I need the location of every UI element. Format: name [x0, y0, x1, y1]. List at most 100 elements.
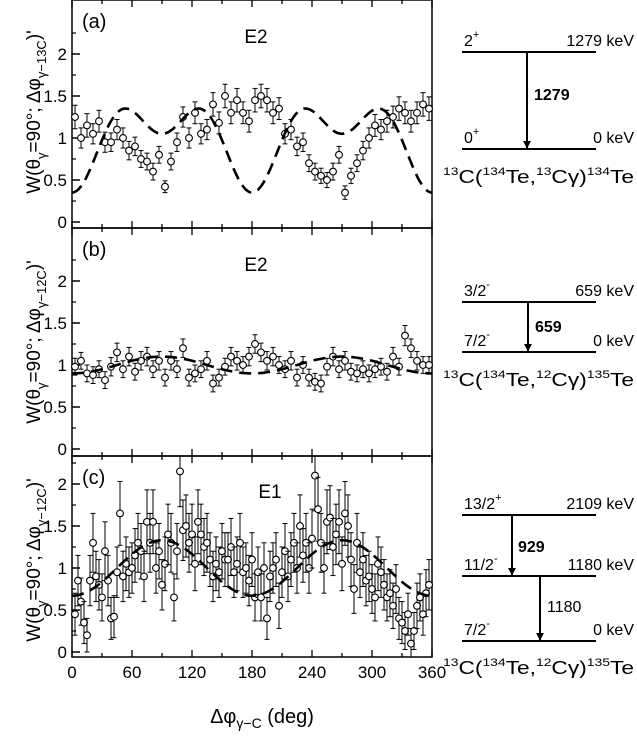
- data-point: [89, 512, 97, 573]
- data-point: [212, 536, 220, 592]
- data-marker: [275, 104, 283, 113]
- data-marker: [113, 125, 121, 134]
- data-marker: [410, 627, 418, 635]
- data-marker: [227, 352, 235, 361]
- data-point: [83, 364, 91, 383]
- data-point: [398, 601, 406, 645]
- level-scheme-a: 2+ 1279 keV 1279 0+ 0 keV 13 C(134 Te, 13 Cγ…: [443, 29, 634, 187]
- data-marker: [197, 365, 205, 374]
- data-marker: [92, 572, 100, 581]
- data-point: [131, 136, 139, 157]
- data-marker: [110, 612, 118, 621]
- data-point: [314, 476, 322, 542]
- data-marker: [272, 555, 280, 564]
- data-point: [239, 546, 247, 598]
- data-point: [320, 542, 328, 594]
- data-point: [248, 532, 256, 587]
- data-marker: [263, 96, 271, 105]
- data-point: [107, 132, 115, 152]
- data-point: [203, 512, 211, 573]
- data-marker: [320, 564, 328, 572]
- data-point: [326, 485, 334, 551]
- data-marker: [425, 361, 433, 369]
- data-point: [413, 351, 421, 371]
- level-a-upper-energy: 1279 keV: [566, 33, 634, 50]
- data-marker: [389, 113, 397, 121]
- x-tick-label: 240: [298, 663, 326, 682]
- data-marker: [389, 352, 397, 361]
- y-tick-label: 1.5: [43, 314, 67, 333]
- panel-c-label: (c): [82, 467, 105, 489]
- data-marker: [269, 564, 277, 572]
- data-point: [233, 87, 241, 113]
- data-marker: [185, 538, 193, 547]
- data-marker: [257, 92, 265, 100]
- data-marker: [263, 356, 271, 365]
- data-point: [254, 546, 262, 598]
- data-point: [89, 123, 97, 145]
- data-marker: [407, 117, 415, 126]
- data-point: [308, 508, 316, 569]
- data-marker: [359, 555, 367, 564]
- data-marker: [419, 100, 427, 109]
- level-scheme-b: 3/2- 659 keV 659 7/2- 0 keV 13 C(134 Te, 12…: [443, 279, 634, 390]
- data-marker: [287, 125, 295, 134]
- data-marker: [125, 146, 133, 155]
- data-marker: [149, 167, 157, 176]
- data-marker: [161, 373, 169, 382]
- data-marker: [119, 134, 127, 142]
- data-point: [317, 374, 325, 393]
- data-marker: [107, 138, 115, 147]
- data-point: [245, 346, 253, 367]
- data-point: [311, 162, 319, 181]
- data-marker: [71, 362, 79, 371]
- data-point: [155, 351, 163, 371]
- data-point: [113, 342, 121, 363]
- data-point: [290, 512, 298, 573]
- data-marker: [227, 108, 235, 117]
- data-marker: [263, 614, 271, 623]
- data-marker: [167, 157, 175, 166]
- data-marker: [269, 352, 277, 361]
- data-point: [113, 119, 121, 141]
- data-marker: [359, 365, 367, 374]
- data-point: [209, 374, 217, 393]
- data-marker: [224, 555, 232, 564]
- data-marker: [230, 568, 238, 577]
- panel-c-data-points: [71, 455, 433, 658]
- data-point: [140, 550, 148, 603]
- data-point: [401, 325, 409, 347]
- panel-b-y-label: W(θγ=90°; Δφγ−12C)': [24, 260, 49, 424]
- data-marker: [182, 522, 190, 530]
- data-point: [83, 617, 91, 653]
- data-marker: [113, 348, 121, 357]
- y-tick-label: 2: [58, 475, 67, 494]
- data-marker: [236, 538, 244, 547]
- data-marker: [311, 471, 319, 480]
- data-point: [245, 109, 253, 133]
- data-point: [338, 536, 346, 592]
- data-point: [119, 360, 127, 379]
- data-point: [374, 536, 382, 592]
- x-axis-label: Δφγ−C (deg): [210, 706, 314, 731]
- data-marker: [215, 568, 223, 577]
- panel-c-y-label: W(θγ=90°; Δφγ−12C)': [24, 478, 49, 642]
- data-point: [173, 360, 181, 379]
- y-tick-label: 1: [58, 356, 67, 375]
- data-point: [377, 119, 385, 141]
- data-marker: [401, 331, 409, 340]
- data-marker: [329, 543, 337, 551]
- data-marker: [404, 610, 412, 619]
- data-marker: [185, 373, 193, 382]
- data-point: [317, 512, 325, 573]
- data-marker: [299, 551, 307, 560]
- data-marker: [257, 348, 265, 357]
- panel-a-data-points: [71, 83, 433, 200]
- data-marker: [161, 182, 169, 191]
- data-point: [311, 455, 319, 512]
- data-marker: [329, 167, 337, 176]
- data-point: [134, 512, 142, 573]
- data-point: [257, 573, 265, 622]
- data-marker: [425, 580, 433, 589]
- data-point: [218, 522, 226, 580]
